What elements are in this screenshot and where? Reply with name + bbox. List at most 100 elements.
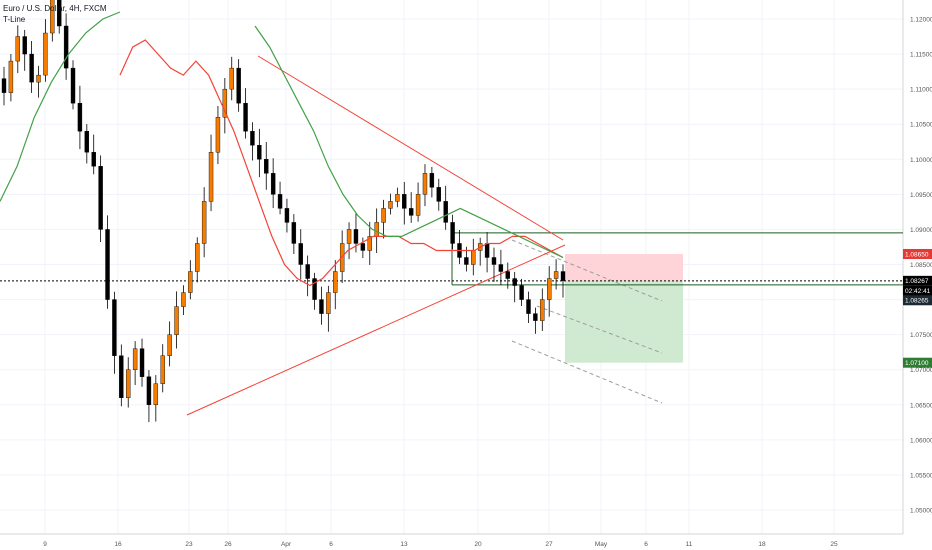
candle-body [319, 299, 324, 314]
x-tick-label: 9 [43, 541, 47, 548]
candle-body [57, 0, 62, 27]
candle-body [533, 313, 538, 321]
candle-body [8, 60, 14, 93]
candle-body [181, 292, 186, 307]
x-tick-label: 18 [758, 541, 766, 548]
y-tick-label: 1.09500 [910, 192, 932, 199]
candle-body [126, 369, 131, 398]
x-tick-label: 23 [185, 541, 193, 548]
candle-body [284, 208, 290, 223]
countdown-tag-bg [903, 285, 932, 296]
candle-body [257, 145, 262, 160]
level-price-tag: 1.08265 [905, 298, 929, 305]
candle-body [429, 173, 435, 188]
candle-body [43, 32, 48, 76]
candle-body [243, 102, 248, 132]
candle-body [505, 271, 510, 279]
candle-body [353, 229, 359, 244]
candle-body [270, 173, 276, 195]
candle-body [540, 299, 545, 321]
candle-body [160, 355, 165, 384]
triangle-upper-line[interactable] [257, 55, 564, 241]
candle-body [119, 355, 124, 398]
y-tick-label: 1.05500 [910, 472, 932, 479]
y-tick-label: 1.10000 [910, 157, 932, 164]
target-price-tag-bg [903, 357, 932, 368]
candle-body [174, 306, 179, 335]
y-tick-label: 1.08500 [910, 262, 932, 269]
candle-body [402, 194, 407, 209]
candle-body [208, 152, 214, 202]
candle-body [98, 166, 103, 230]
candle-body [381, 208, 386, 223]
candle-body [298, 243, 303, 265]
candle-body [195, 243, 200, 272]
candle-body [415, 194, 421, 216]
x-tick-label: 6 [644, 541, 648, 548]
y-tick-label: 1.10500 [910, 122, 932, 129]
candle-body [264, 159, 269, 174]
x-tick-label: 27 [545, 541, 553, 548]
y-tick-label: 1.06500 [910, 402, 932, 409]
candle-body [436, 187, 441, 202]
candle-body [15, 36, 21, 62]
candle-body [112, 299, 117, 356]
x-tick-label: 16 [114, 541, 122, 548]
candle-body [526, 299, 531, 314]
candle-body [450, 222, 455, 244]
candle-body [346, 229, 352, 244]
countdown-tag: 02:42:41 [905, 288, 931, 295]
candle-body [146, 376, 152, 405]
x-tick-label: May [595, 541, 608, 548]
candle-body [36, 74, 41, 83]
y-tick-label: 1.09000 [910, 227, 932, 234]
slow-ma-right [254, 25, 564, 259]
x-tick-label: 20 [474, 541, 482, 548]
candle-body [305, 264, 310, 279]
triangle-lower-line[interactable] [186, 244, 566, 416]
y-tick-label: 1.11000 [910, 87, 932, 94]
candle-body [553, 271, 559, 279]
candle-body [29, 53, 34, 83]
candle-body [70, 67, 76, 104]
x-tick-label: 6 [329, 541, 333, 548]
x-tick-label: 25 [830, 541, 838, 548]
chart-legend: Euro / U.S. Dollar, 4H, FXCM T-Line [3, 3, 107, 25]
candle-body [512, 278, 517, 286]
stop-price-tag: 1.08650 [905, 251, 929, 258]
candle-body [388, 201, 393, 209]
candle-body [484, 243, 490, 258]
take-profit-zone[interactable] [565, 280, 683, 363]
channel-dashed-line[interactable] [511, 239, 663, 302]
candle-body [367, 236, 372, 251]
level-price-tag-bg [903, 295, 932, 306]
candle-body [312, 278, 317, 300]
y-tick-label: 1.07500 [910, 332, 932, 339]
stop-loss-zone[interactable] [565, 253, 683, 281]
candle-body [50, 0, 55, 34]
candle-body [360, 243, 366, 251]
candle-body [215, 116, 221, 153]
candle-body [560, 271, 566, 281]
candle-body [1, 78, 7, 93]
candle-body [139, 348, 145, 377]
y-tick-label: 1.07000 [910, 367, 932, 374]
x-tick-label: 11 [686, 541, 693, 548]
candle-body [22, 36, 27, 55]
channel-dashed-line[interactable] [511, 340, 663, 404]
candle-body [395, 194, 400, 202]
symbol-title: Euro / U.S. Dollar, 4H, FXCM [3, 4, 107, 13]
candle-body [546, 278, 552, 300]
slow-ma-left [0, 11, 121, 202]
candle-body [333, 271, 338, 293]
candle-body [84, 131, 90, 153]
candle-body [471, 250, 476, 265]
candle-body [291, 222, 297, 244]
candle-body [236, 67, 241, 104]
channel-dashed-line[interactable] [536, 305, 663, 354]
current-price-tag: 1.08267 [905, 278, 929, 285]
candle-body [422, 173, 428, 195]
y-tick-label: 1.11500 [910, 52, 932, 59]
